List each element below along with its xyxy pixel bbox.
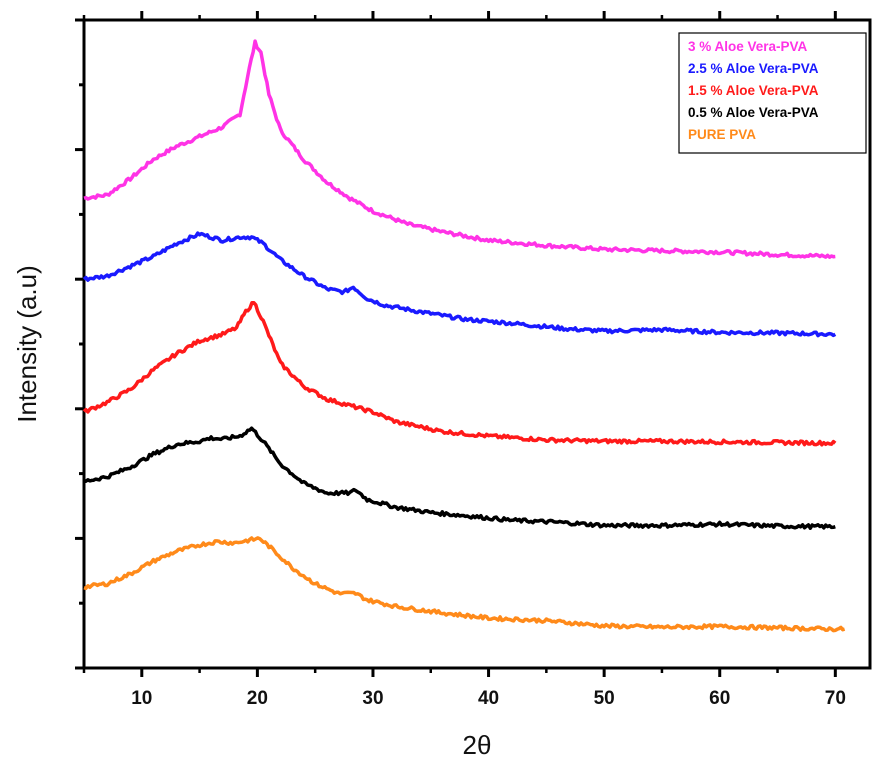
series-layer: [82, 39, 846, 633]
legend-entry: PURE PVA: [688, 127, 756, 142]
series-line-1: [83, 39, 836, 259]
y-axis-ticks: [75, 18, 84, 670]
legend-box: [678, 32, 867, 154]
x-tick-label: 60: [709, 688, 730, 709]
legend-entry: 2.5 % Aloe Vera-PVA: [688, 61, 819, 76]
legend: 3 % Aloe Vera-PVA 2.5 % Aloe Vera-PVA 1.5 …: [678, 32, 867, 154]
x-tick-label: 20: [247, 688, 268, 709]
x-tick-label: 10: [131, 688, 152, 709]
x-tick-label: 50: [594, 688, 615, 709]
x-tick-label: 40: [478, 688, 499, 709]
x-axis-ticks: 10 20 30 40 50 60 70: [82, 11, 846, 709]
legend-entry: 3 % Aloe Vera-PVA: [688, 39, 808, 54]
x-tick-label: 30: [362, 688, 383, 709]
series-line-2: [82, 231, 837, 338]
y-axis-label: Intensity (a.u): [12, 265, 42, 423]
x-tick-label: 70: [825, 688, 846, 709]
legend-entry: 0.5 % Aloe Vera-PVA: [688, 105, 819, 120]
series-line-4: [83, 426, 836, 530]
x-axis-label: 2θ: [463, 730, 492, 760]
series-line-5: [83, 536, 846, 633]
legend-entry: 1.5 % Aloe Vera-PVA: [688, 83, 819, 98]
series-line-3: [82, 301, 837, 447]
